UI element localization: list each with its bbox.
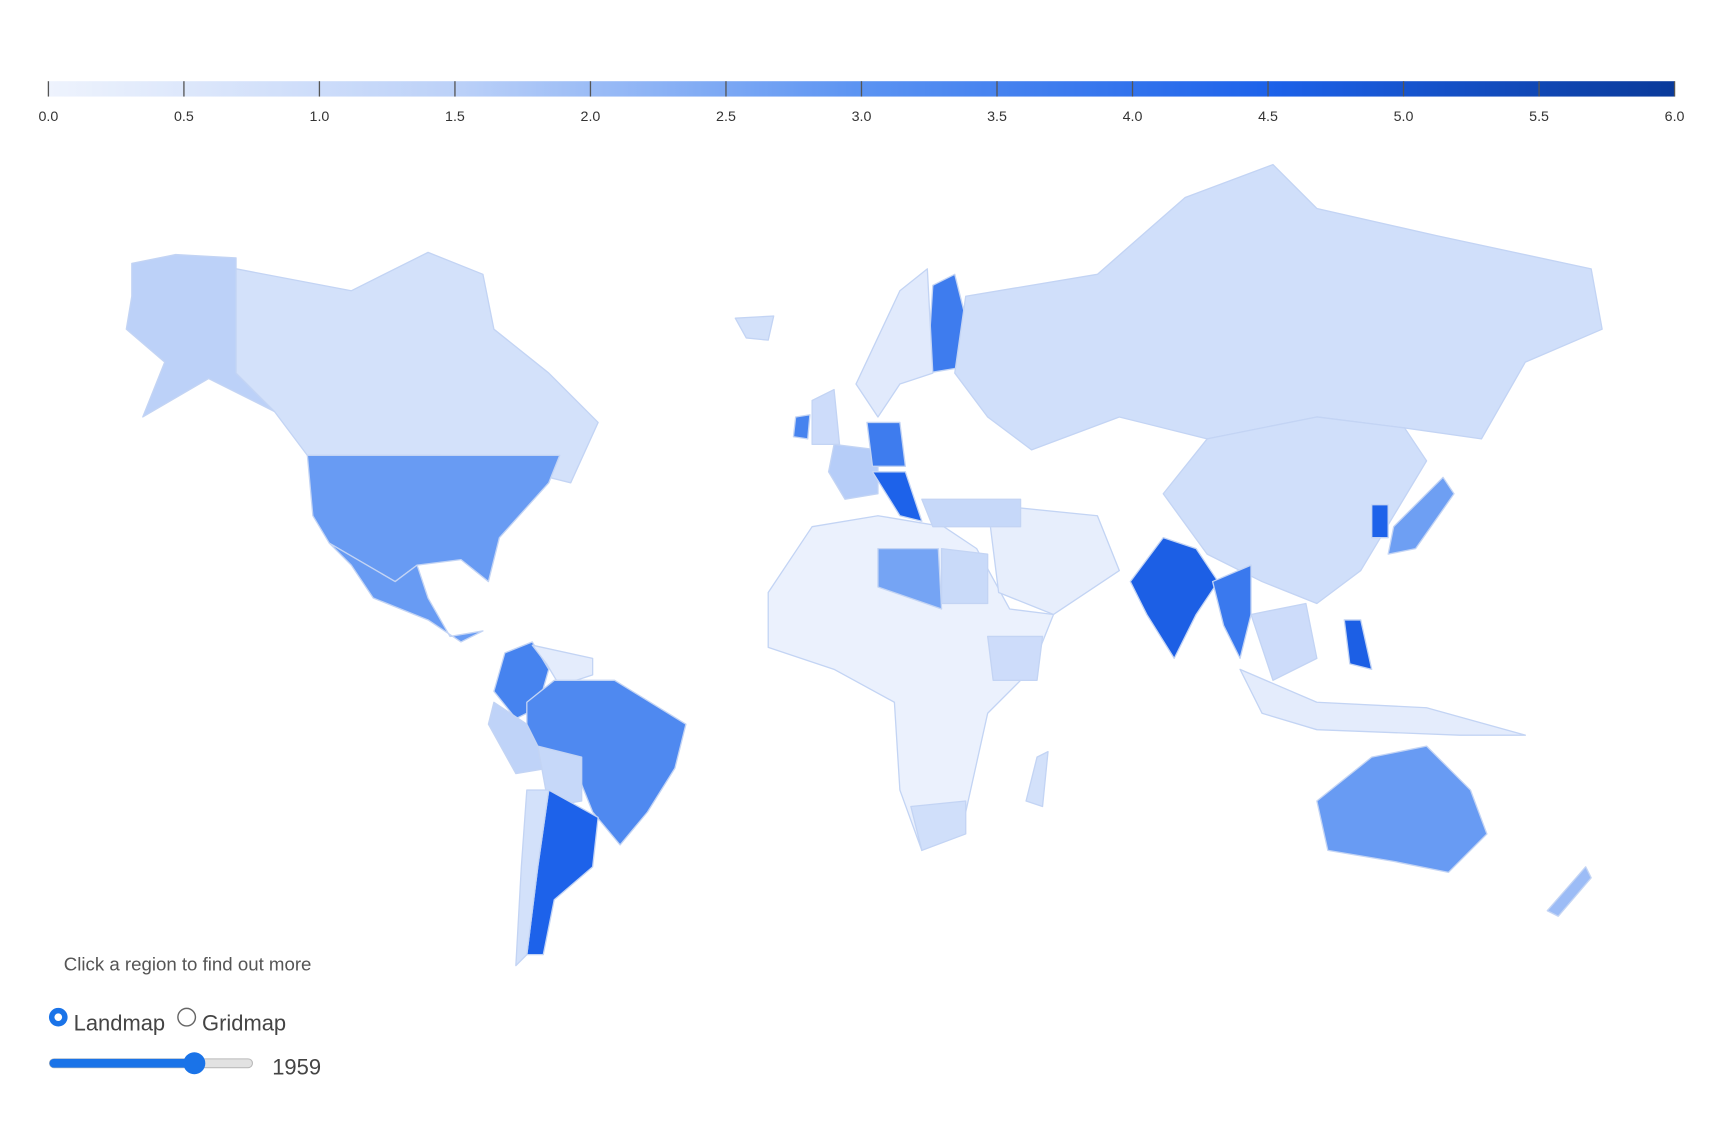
region[interactable] [877, 547, 943, 610]
region[interactable] [1250, 602, 1318, 681]
year-label: 1959 [272, 1055, 321, 1080]
slider-fill [49, 1058, 195, 1068]
colorbar-tick-label: 2.0 [581, 109, 601, 125]
radio-gridmap[interactable] [177, 1007, 197, 1027]
colorbar-tick-label: 0.0 [38, 109, 58, 125]
slider-thumb[interactable] [183, 1052, 206, 1075]
colorbar-tick-label: 0.5 [174, 109, 194, 125]
region[interactable] [811, 388, 841, 446]
region[interactable] [1129, 537, 1219, 660]
colorbar-tick-label: 4.0 [1123, 109, 1143, 125]
colorbar-tick-label: 1.0 [310, 109, 330, 125]
radio-label[interactable]: Gridmap [202, 1011, 286, 1036]
region[interactable] [954, 163, 1603, 451]
colorbar-tick-label: 3.5 [987, 109, 1007, 125]
region[interactable] [328, 542, 484, 643]
region[interactable] [910, 800, 967, 852]
colorbar-tick-label: 2.5 [716, 109, 736, 125]
region[interactable] [1316, 745, 1488, 873]
region[interactable] [1371, 504, 1389, 539]
colorbar-tick-label: 5.0 [1394, 109, 1414, 125]
region[interactable] [1025, 750, 1049, 808]
region[interactable] [987, 635, 1044, 681]
colorbar-tick-label: 1.5 [445, 109, 465, 125]
region[interactable] [921, 498, 1022, 528]
region[interactable] [1211, 564, 1252, 660]
region[interactable] [125, 253, 276, 418]
region[interactable] [871, 471, 923, 522]
region[interactable] [1343, 619, 1373, 670]
region[interactable] [940, 547, 989, 605]
region[interactable] [987, 504, 1121, 616]
region[interactable] [1387, 476, 1455, 555]
colorbar-tick-label: 5.5 [1529, 109, 1549, 125]
colorbar-tick-label: 3.0 [852, 109, 872, 125]
world-map [125, 163, 1603, 967]
region[interactable] [734, 315, 775, 341]
colorbar-tick-label: 4.5 [1258, 109, 1278, 125]
region[interactable] [1546, 866, 1592, 917]
colorbar-tick-label: 6.0 [1665, 109, 1685, 125]
region[interactable] [515, 789, 550, 967]
region[interactable] [235, 251, 599, 484]
region[interactable] [1239, 668, 1526, 736]
region[interactable] [792, 414, 811, 440]
region[interactable] [866, 421, 907, 468]
region[interactable] [487, 701, 550, 775]
region[interactable] [306, 454, 561, 583]
colorbar: 0.0 0.5 1.0 1.5 2.0 2.5 3.0 3.5 4.0 4.5 5.0 5.5 6.0 [38, 81, 1685, 125]
region[interactable] [855, 268, 934, 418]
radio-label[interactable]: Landmap [74, 1011, 165, 1036]
hint-text: Click a region to find out more [64, 954, 312, 975]
radio-dot [54, 1013, 63, 1022]
